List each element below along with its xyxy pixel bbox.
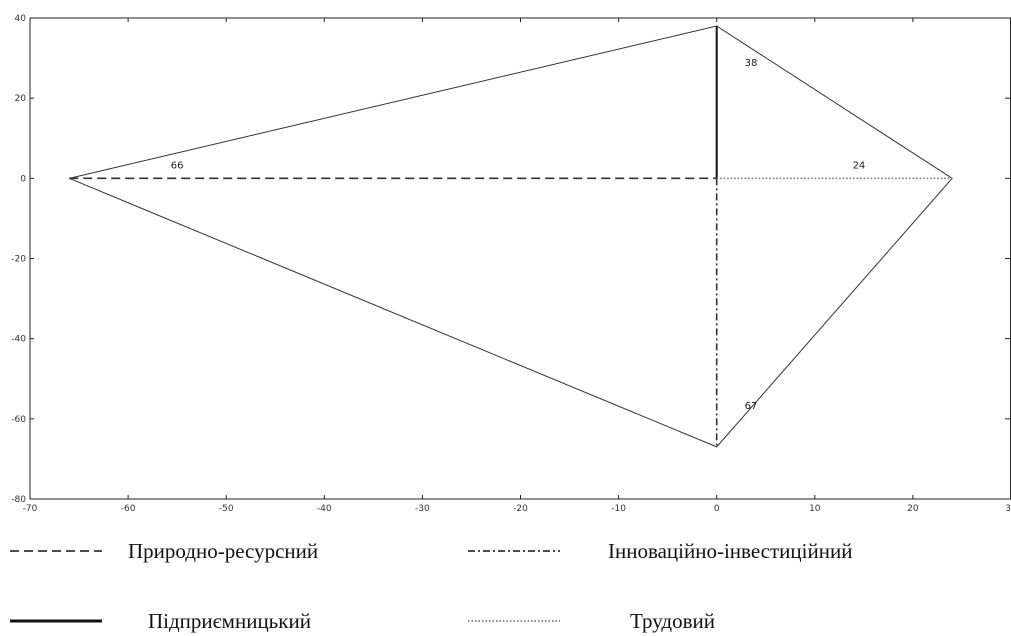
legend-label-0: Природно-ресурсний <box>128 539 318 563</box>
y-tick-label: 0 <box>20 174 26 184</box>
outline <box>69 25 953 448</box>
x-tick-label: -50 <box>219 504 234 514</box>
data-label-3: 24 <box>853 160 866 171</box>
x-tick-label: -40 <box>317 504 332 514</box>
outline-polygon <box>69 25 953 448</box>
x-tick-label: -60 <box>121 504 136 514</box>
plot-frame <box>29 17 1011 500</box>
x-tick-label: -30 <box>415 504 430 514</box>
data-labels: 66 67 38 24 <box>171 58 866 412</box>
data-label-0: 66 <box>171 160 184 171</box>
axes: -70 -60 -50 -40 -30 -20 -10 0 10 20 30 40 20 0 -20 -40 -… <box>11 14 1011 514</box>
series <box>69 26 953 447</box>
y-tick-label: -80 <box>11 495 26 505</box>
legend-label-2: Підприємницький <box>148 609 311 633</box>
y-tick-label: -60 <box>11 415 26 425</box>
legend: Природно-ресурсний Інноваційно-інвестицій… <box>10 539 852 633</box>
x-tick-label: 30 <box>1005 504 1011 514</box>
x-tick-label: 10 <box>809 504 821 514</box>
x-tick-label: -10 <box>611 504 626 514</box>
y-tick-label: 40 <box>15 14 27 24</box>
data-label-1: 67 <box>745 401 758 412</box>
x-tick-label: 20 <box>907 504 919 514</box>
legend-label-3: Трудовий <box>630 609 715 633</box>
data-label-2: 38 <box>745 58 758 69</box>
y-tick-label: 20 <box>15 94 27 104</box>
legend-label-1: Інноваційно-інвестиційний <box>608 539 852 563</box>
x-tick-label: 0 <box>714 504 720 514</box>
y-tick-label: -20 <box>11 255 26 265</box>
y-tick-label: -40 <box>11 335 26 345</box>
x-tick-label: -20 <box>513 504 528 514</box>
x-tick-label: -70 <box>23 504 38 514</box>
